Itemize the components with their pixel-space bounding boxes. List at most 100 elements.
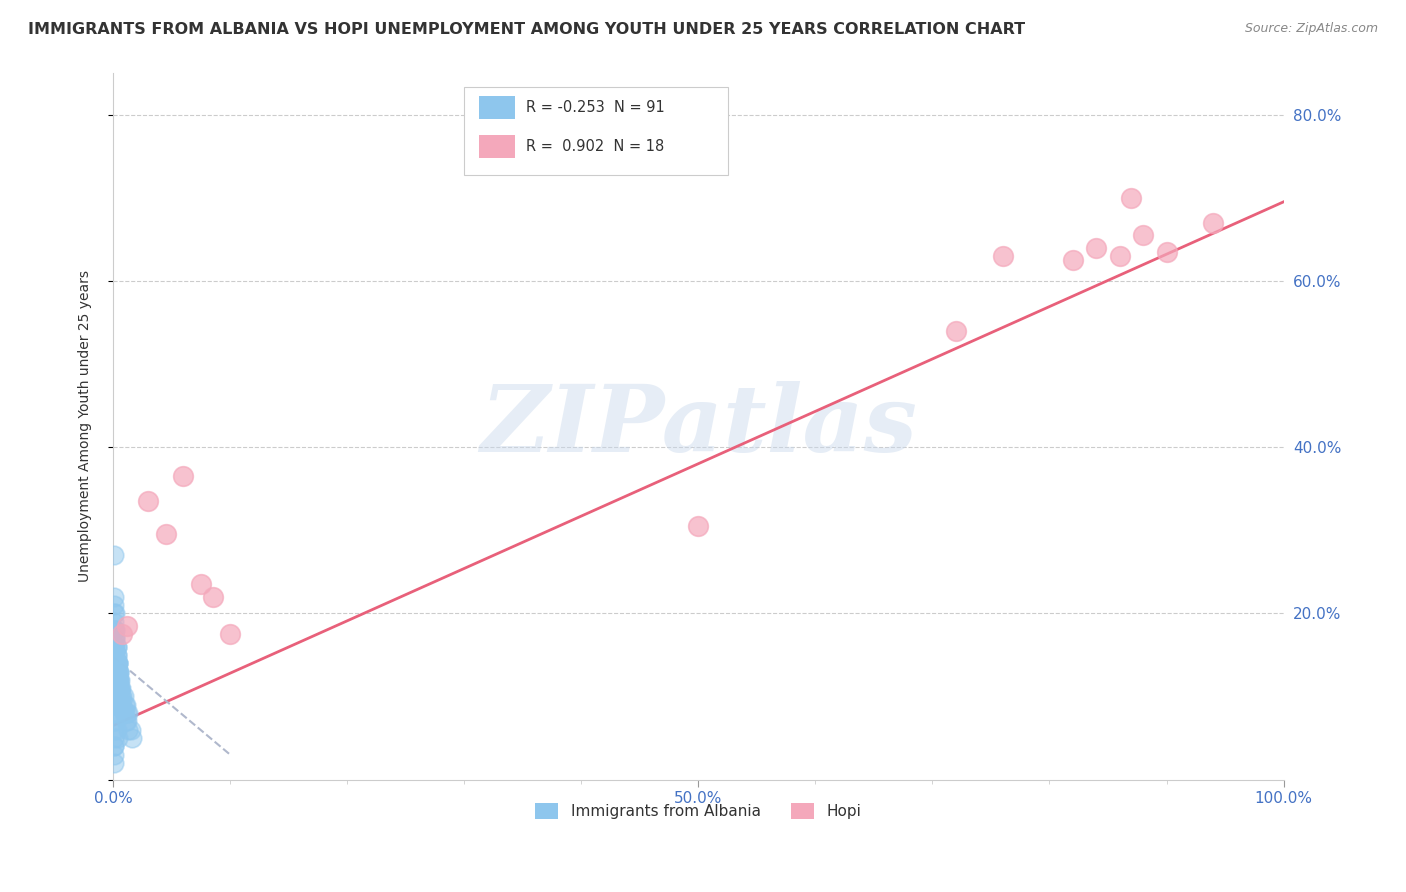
Point [103, 739, 125, 754]
Point [103, 640, 125, 654]
Point [1156, 244, 1178, 259]
Point [688, 519, 710, 533]
Point [105, 723, 128, 737]
Point [103, 623, 125, 637]
Point [104, 673, 127, 687]
Point [111, 690, 134, 704]
Point [103, 548, 125, 562]
Point [104, 632, 127, 646]
Point [104, 657, 127, 671]
Point [103, 714, 125, 729]
Point [107, 657, 129, 671]
FancyBboxPatch shape [464, 87, 727, 176]
Point [112, 706, 135, 720]
Text: R = -0.253  N = 91: R = -0.253 N = 91 [526, 100, 665, 115]
Point [1062, 253, 1084, 268]
Point [103, 657, 125, 671]
Point [108, 673, 131, 687]
Point [104, 657, 127, 671]
Point [105, 640, 128, 654]
Point [108, 681, 131, 695]
Point [103, 690, 125, 704]
Point [117, 723, 139, 737]
Point [104, 632, 127, 646]
Point [112, 690, 135, 704]
Point [105, 673, 128, 687]
Point [108, 673, 131, 687]
Point [108, 690, 131, 704]
Point [103, 640, 125, 654]
Point [103, 756, 125, 770]
Point [111, 627, 134, 641]
Point [110, 690, 132, 704]
Point [103, 681, 125, 695]
Point [945, 324, 967, 338]
Point [105, 665, 128, 679]
Text: ZIPatlas: ZIPatlas [479, 381, 917, 471]
Point [155, 527, 177, 541]
Point [104, 623, 127, 637]
Point [103, 598, 125, 612]
Point [103, 706, 125, 720]
Point [115, 706, 138, 720]
Point [103, 681, 125, 695]
Point [103, 706, 125, 720]
Point [103, 657, 125, 671]
Point [110, 698, 132, 712]
Point [991, 249, 1014, 263]
Point [105, 648, 128, 662]
Point [104, 657, 127, 671]
Point [107, 657, 129, 671]
Point [103, 723, 125, 737]
Point [104, 623, 127, 637]
Point [103, 607, 125, 621]
Point [103, 690, 125, 704]
Point [103, 648, 125, 662]
Point [105, 648, 128, 662]
Legend: Immigrants from Albania, Hopi: Immigrants from Albania, Hopi [530, 797, 868, 825]
Point [108, 681, 131, 695]
Point [1121, 191, 1143, 205]
Point [107, 665, 129, 679]
Point [104, 640, 127, 654]
Point [104, 665, 127, 679]
Point [103, 665, 125, 679]
Point [103, 615, 125, 629]
Point [190, 577, 212, 591]
Point [103, 640, 125, 654]
Point [110, 681, 132, 695]
Point [108, 673, 131, 687]
Point [104, 648, 127, 662]
Point [105, 673, 128, 687]
Point [115, 714, 138, 729]
Point [103, 698, 125, 712]
Point [115, 714, 138, 729]
Point [103, 623, 125, 637]
Point [117, 706, 139, 720]
Point [172, 469, 194, 483]
Point [136, 494, 159, 508]
Point [103, 698, 125, 712]
Text: Source: ZipAtlas.com: Source: ZipAtlas.com [1244, 22, 1378, 36]
Point [1202, 216, 1225, 230]
Point [103, 648, 125, 662]
Point [104, 714, 127, 729]
Point [107, 673, 129, 687]
Point [108, 665, 131, 679]
Point [105, 657, 128, 671]
Point [104, 681, 127, 695]
Point [103, 632, 125, 646]
Point [108, 665, 131, 679]
Point [107, 657, 129, 671]
Point [1132, 228, 1154, 243]
Point [219, 627, 242, 641]
Point [115, 698, 138, 712]
Point [111, 698, 134, 712]
Point [104, 673, 127, 687]
Point [103, 739, 125, 754]
Point [104, 607, 127, 621]
FancyBboxPatch shape [479, 96, 515, 119]
Point [120, 723, 142, 737]
Point [114, 698, 136, 712]
Point [103, 731, 125, 745]
